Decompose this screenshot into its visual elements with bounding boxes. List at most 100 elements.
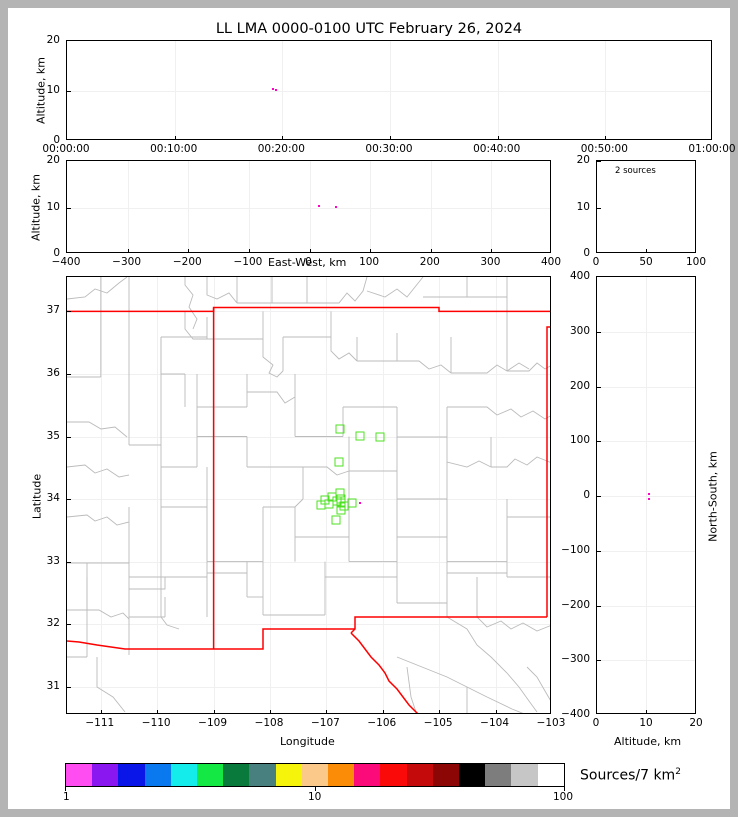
tick-label: 32 — [46, 616, 60, 629]
panel-altitude-northsouth — [596, 276, 696, 714]
tick-label: 300 — [480, 256, 501, 268]
station-marker — [336, 494, 346, 504]
station-marker — [375, 432, 385, 442]
axis-tick — [497, 135, 499, 139]
tick-label: 20 — [46, 33, 60, 46]
gridline — [270, 277, 271, 713]
axis-tick — [605, 135, 607, 139]
tick-label: 00:50:00 — [580, 143, 628, 155]
tick-label: −110 — [141, 717, 171, 729]
axis-tick — [597, 161, 601, 162]
tick-label: −200 — [172, 256, 202, 268]
colorbar-segment-9 — [301, 764, 329, 786]
tick-label: −100 — [561, 543, 590, 556]
station-marker — [335, 424, 345, 434]
panel-east-west-height — [66, 160, 551, 253]
source-point — [359, 502, 361, 504]
station-marker — [339, 501, 349, 511]
axis-tick — [67, 436, 71, 438]
gridline — [67, 686, 550, 688]
state-border-new-mexico — [67, 306, 550, 713]
source-point — [335, 206, 337, 208]
tick-label: 00:30:00 — [365, 143, 413, 155]
gridline — [382, 277, 384, 713]
gridline — [67, 436, 550, 438]
tick-label: −106 — [367, 717, 397, 729]
station-marker — [347, 498, 357, 508]
panel-time-height — [66, 40, 712, 140]
colorbar-segment-7 — [249, 764, 276, 786]
colorbar-segment-8 — [275, 764, 302, 786]
county-borders — [67, 277, 550, 713]
colorbar-segment-10 — [328, 764, 355, 786]
tick-label: −200 — [561, 598, 590, 611]
axis-tick — [67, 207, 71, 209]
tick-label: 200 — [419, 256, 440, 268]
axis-tick — [597, 605, 601, 607]
axis-tick — [67, 561, 71, 563]
panel-altitude-histogram: 2 sources — [596, 160, 696, 253]
axis-title-altitude: Altitude, km — [29, 173, 43, 242]
tick-label: 400 — [540, 256, 562, 268]
axis-title-longitude: Longitude — [280, 735, 335, 748]
gridline — [495, 277, 497, 713]
axis-tick — [326, 709, 328, 713]
axis-tick — [597, 441, 601, 443]
colorbar-title-exponent: 2 — [675, 767, 681, 777]
axis-tick — [439, 709, 441, 713]
axis-tick — [248, 248, 250, 252]
tick-label: −108 — [254, 717, 284, 729]
axis-tick — [127, 248, 129, 252]
axis-tick — [597, 496, 601, 497]
tick-label: 100 — [359, 256, 380, 268]
tick-label: 01:00:00 — [688, 143, 736, 155]
tick-label: −103 — [536, 717, 566, 729]
gridline — [646, 277, 647, 713]
axis-tick — [67, 374, 71, 375]
gridline — [127, 161, 129, 252]
source-point — [648, 493, 650, 495]
gridline — [390, 41, 391, 139]
colorbar-segment-2 — [118, 764, 145, 786]
colorbar-tick-label: 10 — [308, 791, 322, 803]
tick-label: 35 — [46, 429, 60, 442]
colorbar-segment-16 — [485, 764, 512, 786]
axis-tick — [370, 248, 372, 252]
tick-label: 200 — [569, 379, 590, 392]
colorbar-tick — [315, 787, 316, 791]
tick-label: 33 — [46, 554, 60, 567]
gridline — [430, 161, 432, 252]
source-point — [648, 498, 650, 500]
tick-label: 400 — [569, 269, 590, 282]
gridline — [67, 624, 550, 626]
gridline — [309, 161, 311, 252]
tick-label: −107 — [310, 717, 340, 729]
colorbar[interactable] — [65, 763, 565, 787]
tick-label: 31 — [46, 679, 60, 692]
axis-title-latitude: Latitude — [30, 473, 44, 520]
tick-label: −100 — [233, 256, 263, 268]
axis-tick — [213, 709, 215, 713]
source-point — [272, 88, 274, 90]
axis-tick — [430, 248, 432, 252]
gridline — [67, 91, 711, 92]
tick-label: 50 — [639, 256, 653, 268]
gridline — [497, 41, 499, 139]
colorbar-segment-13 — [406, 764, 433, 786]
tick-label: −105 — [423, 717, 453, 729]
tick-label: −400 — [561, 707, 590, 720]
tick-label: −104 — [480, 717, 510, 729]
tick-label: −300 — [112, 256, 142, 268]
source-count-label: 2 sources — [615, 166, 656, 176]
tick-label: −300 — [561, 653, 590, 665]
axis-tick — [597, 331, 601, 333]
axis-tick — [270, 709, 271, 713]
axis-tick — [382, 709, 384, 713]
colorbar-segment-15 — [459, 764, 486, 786]
tick-label: 37 — [46, 304, 60, 317]
axis-tick — [597, 550, 601, 552]
gridline — [248, 161, 250, 252]
tick-label: 00:10:00 — [150, 143, 198, 155]
tick-label: 0 — [53, 246, 60, 259]
